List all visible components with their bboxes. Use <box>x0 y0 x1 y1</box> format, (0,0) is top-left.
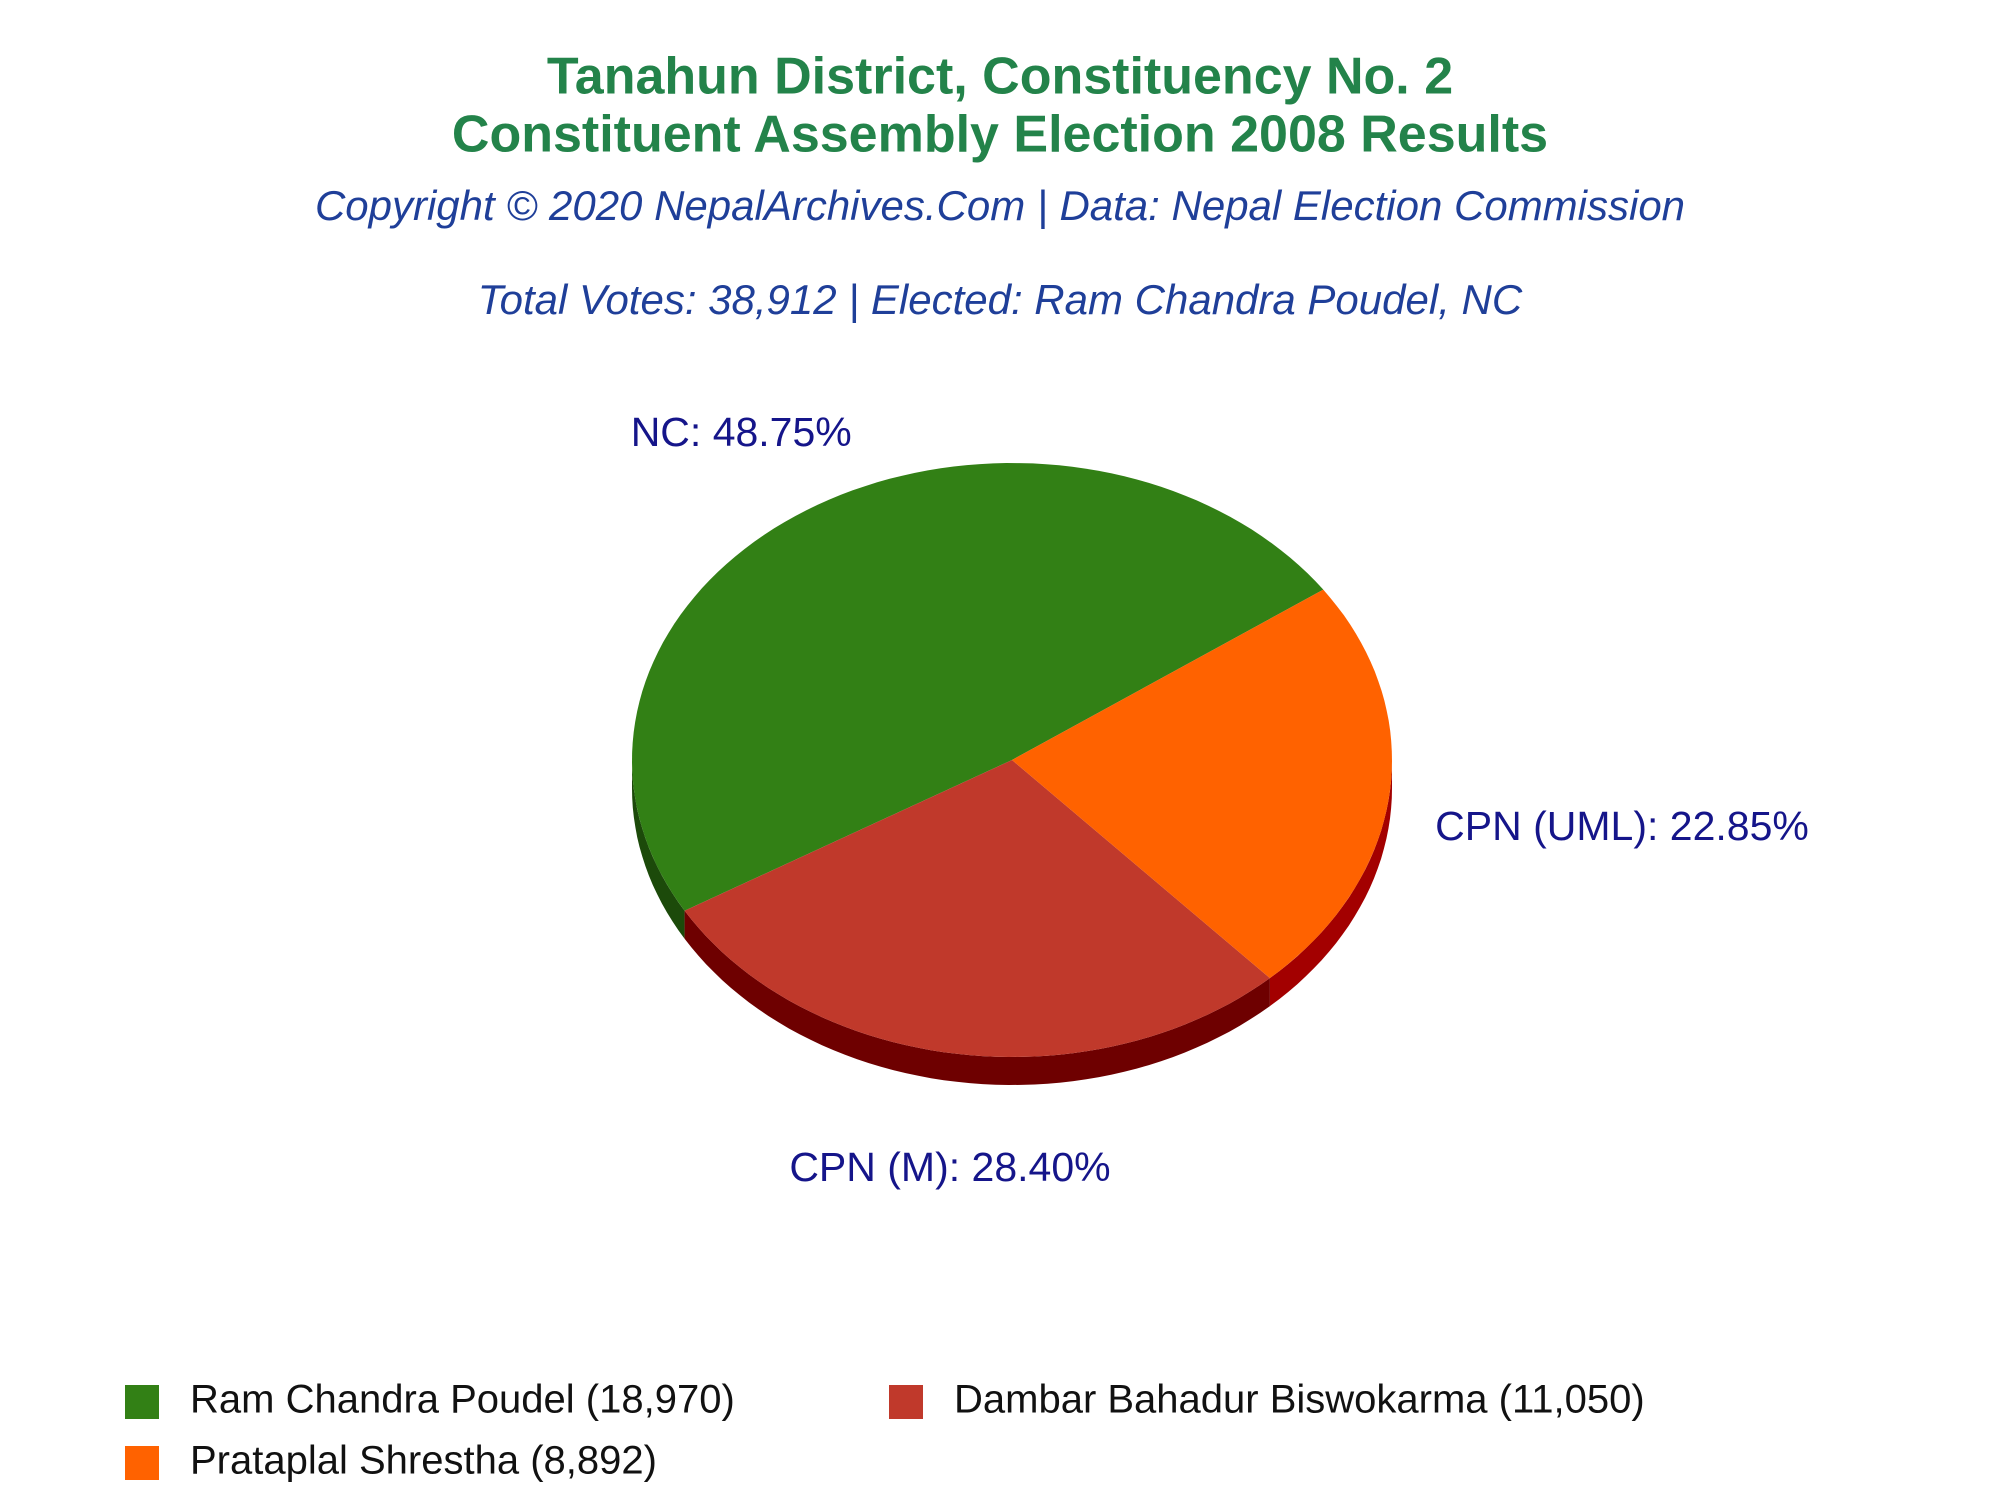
slice <box>684 760 1270 1057</box>
legend-swatch <box>125 1385 159 1419</box>
slice-label: CPN (M): 28.40% <box>789 1144 1110 1190</box>
chart-title: Constituent Assembly Election 2008 Resul… <box>452 106 1548 164</box>
chart-title: Tanahun District, Constituency No. 2 <box>547 48 1453 106</box>
chart-subtitle: Copyright © 2020 NepalArchives.Com | Dat… <box>315 182 1685 230</box>
slice-side <box>632 760 685 939</box>
legend-label: Dambar Bahadur Biswokarma (11,050) <box>954 1378 1645 1422</box>
slice-label: CPN (UML): 22.85% <box>1435 803 1809 849</box>
legend-label: Ram Chandra Poudel (18,970) <box>190 1378 735 1422</box>
slice <box>1012 589 1392 979</box>
legend-swatch <box>889 1385 923 1419</box>
slice-side <box>684 910 1270 1085</box>
slice-side <box>1269 760 1392 1007</box>
legend-label: Prataplal Shrestha (8,892) <box>190 1439 657 1483</box>
slice <box>632 463 1324 911</box>
slice-label: NC: 48.75% <box>631 409 852 455</box>
annotation: Total Votes: 38,912 | Elected: Ram Chand… <box>478 276 1523 324</box>
legend-swatch <box>125 1446 159 1480</box>
